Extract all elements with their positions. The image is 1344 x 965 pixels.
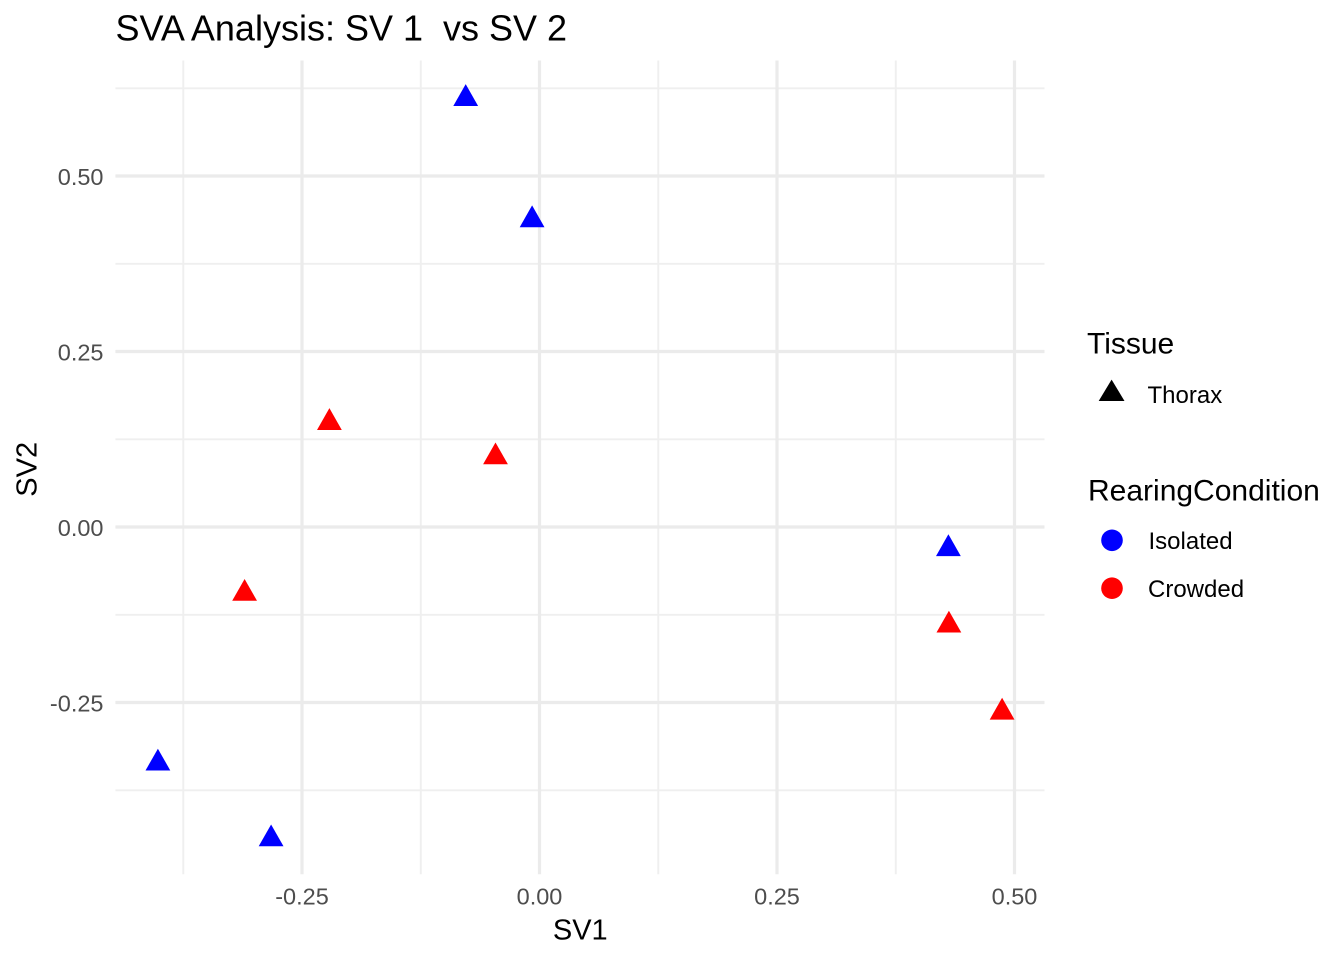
svg-text:0.50: 0.50 <box>992 884 1038 910</box>
svg-text:SVA Analysis: SV 1 vs SV 2: SVA Analysis: SV 1 vs SV 2 <box>116 8 568 49</box>
svg-text:0.25: 0.25 <box>754 884 800 910</box>
svg-text:0.25: 0.25 <box>58 339 104 365</box>
svg-text:0.00: 0.00 <box>517 884 563 910</box>
svg-text:-0.25: -0.25 <box>275 884 329 910</box>
svg-text:Isolated: Isolated <box>1149 528 1233 555</box>
svg-text:SV1: SV1 <box>553 915 608 947</box>
svg-text:RearingCondition: RearingCondition <box>1088 474 1320 507</box>
svg-text:-0.25: -0.25 <box>50 690 104 716</box>
svg-text:Crowded: Crowded <box>1148 576 1244 603</box>
svg-text:SV2: SV2 <box>12 442 44 497</box>
svg-text:Tissue: Tissue <box>1087 328 1174 361</box>
svg-text:Thorax: Thorax <box>1148 382 1223 409</box>
svg-text:0.00: 0.00 <box>58 515 104 541</box>
svg-text:0.50: 0.50 <box>58 164 104 190</box>
